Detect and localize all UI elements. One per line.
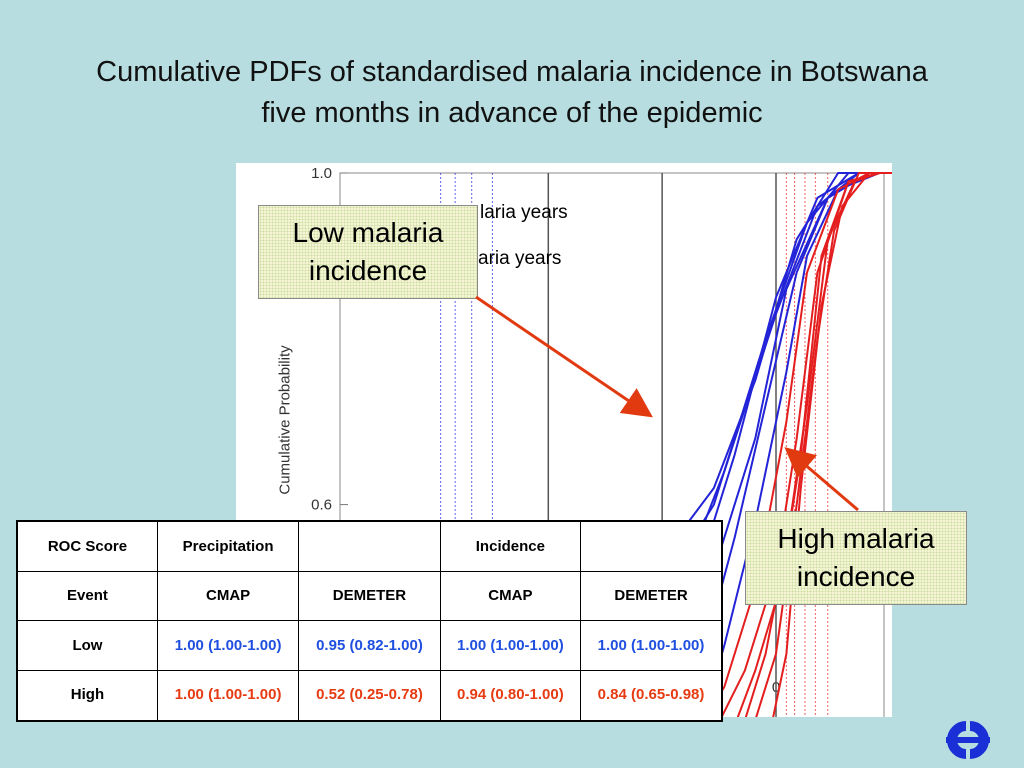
y-tick-label: 1.0 (311, 165, 332, 182)
table-cell-low-precip-demeter: 0.95 (0.82-1.00) (298, 620, 441, 671)
table-row-label: High (16, 669, 158, 722)
table-row-label: Low (16, 620, 158, 671)
table-header-row: ROC Score Precipitation Incidence (16, 520, 723, 573)
high-incidence-series-line (772, 172, 892, 717)
legend-entry-1: laria years (480, 202, 568, 223)
table-cell-high-precip-cmap: 1.00 (1.00-1.00) (156, 669, 300, 722)
ecmwf-logo-icon (946, 721, 990, 759)
low-callout-arrow (475, 295, 653, 418)
table-cell: CMAP (439, 571, 582, 622)
high-incidence-callout: High malaria incidence (745, 511, 967, 605)
low-callout-line-2: incidence (308, 255, 428, 286)
table-cell: DEMETER (580, 571, 723, 622)
table-cell: CMAP (156, 571, 300, 622)
legend-entry-2: aria years (478, 248, 562, 269)
y-tick-label: 0.6 (311, 497, 332, 514)
table-header-cell: Incidence (439, 520, 582, 573)
table-cell-low-precip-cmap: 1.00 (1.00-1.00) (156, 620, 300, 671)
table-cell: DEMETER (298, 571, 441, 622)
high-callout-line-1: High malaria (777, 523, 935, 554)
slide-title-line-1: Cumulative PDFs of standardised malaria … (96, 56, 928, 88)
high-incidence-series-line (744, 172, 892, 717)
table-cell-high-incidence-demeter: 0.84 (0.65-0.98) (580, 669, 723, 722)
table-row-high: High 1.00 (1.00-1.00) 0.52 (0.25-0.78) 0… (16, 669, 723, 722)
roc-score-table: ROC Score Precipitation Incidence Event … (16, 520, 723, 722)
table-header-cell: Precipitation (156, 520, 300, 573)
slide-title-line-2: five months in advance of the epidemic (261, 97, 763, 129)
high-callout-arrow (784, 447, 859, 512)
table-header-cell: ROC Score (16, 520, 158, 573)
high-incidence-series-line (704, 172, 892, 717)
table-header-cell (580, 520, 723, 573)
slide-title: Cumulative PDFs of standardised malaria … (0, 52, 1024, 134)
table-cell-low-incidence-cmap: 1.00 (1.00-1.00) (439, 620, 582, 671)
table-cell-high-incidence-cmap: 0.94 (0.80-1.00) (439, 669, 582, 722)
table-header-cell (298, 520, 441, 573)
high-callout-line-2: incidence (796, 561, 916, 592)
table-row-low: Low 1.00 (1.00-1.00) 0.95 (0.82-1.00) 1.… (16, 620, 723, 671)
table-cell-high-precip-demeter: 0.52 (0.25-0.78) (298, 669, 441, 722)
low-incidence-callout: Low malaria incidence (258, 205, 478, 299)
low-callout-line-1: Low malaria (292, 217, 444, 248)
table-cell-low-incidence-demeter: 1.00 (1.00-1.00) (580, 620, 723, 671)
table-cell: Event (16, 571, 158, 622)
plot-frame (339, 172, 885, 717)
table-event-row: Event CMAP DEMETER CMAP DEMETER (16, 571, 723, 622)
